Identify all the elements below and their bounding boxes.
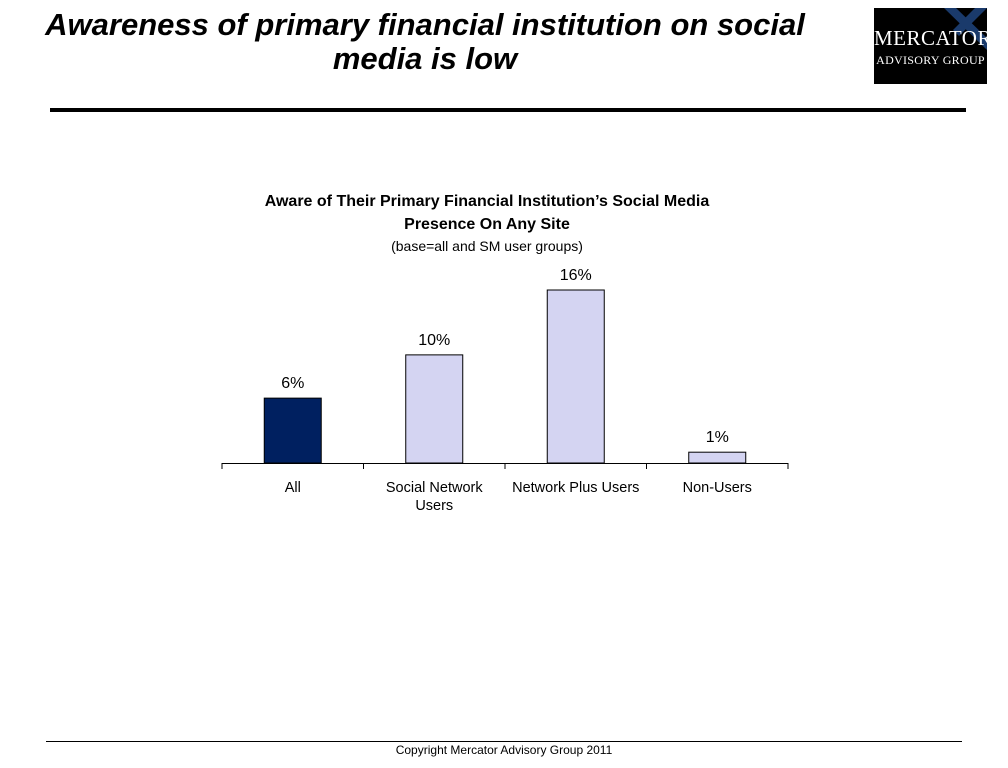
logo-name: Mercator [874,26,987,50]
data-label: 1% [706,429,729,446]
bar [263,397,322,464]
data-label: 6% [281,375,304,392]
bar-chart: Aware of Their Primary Financial Institu… [221,193,789,514]
logo-x-mark-icon [944,8,987,50]
footer-divider [46,741,962,742]
chart-title-line: Presence On Any Site [404,216,570,233]
x-tick-label: All [285,480,301,496]
logo-subtitle: Advisory Group [876,53,985,67]
x-tick-label: Users [415,498,453,514]
bar [546,289,605,464]
mercator-logo: Mercator Advisory Group [874,8,987,84]
data-label: 10% [418,332,450,349]
x-tick-label: Network Plus Users [512,480,639,496]
copyright-footer: Copyright Mercator Advisory Group 2011 [395,743,613,757]
slide-title: Awareness of primary financial instituti… [45,7,805,76]
bar [688,451,747,464]
data-label: 16% [560,267,592,284]
x-tick-label: Non-Users [683,480,752,496]
x-tick-label: Social Network [386,480,483,496]
chart-title-line: Aware of Their Primary Financial Institu… [265,193,710,210]
bar [405,354,464,464]
chart-subtitle: (base=all and SM user groups) [391,238,583,254]
title-divider [50,108,966,112]
